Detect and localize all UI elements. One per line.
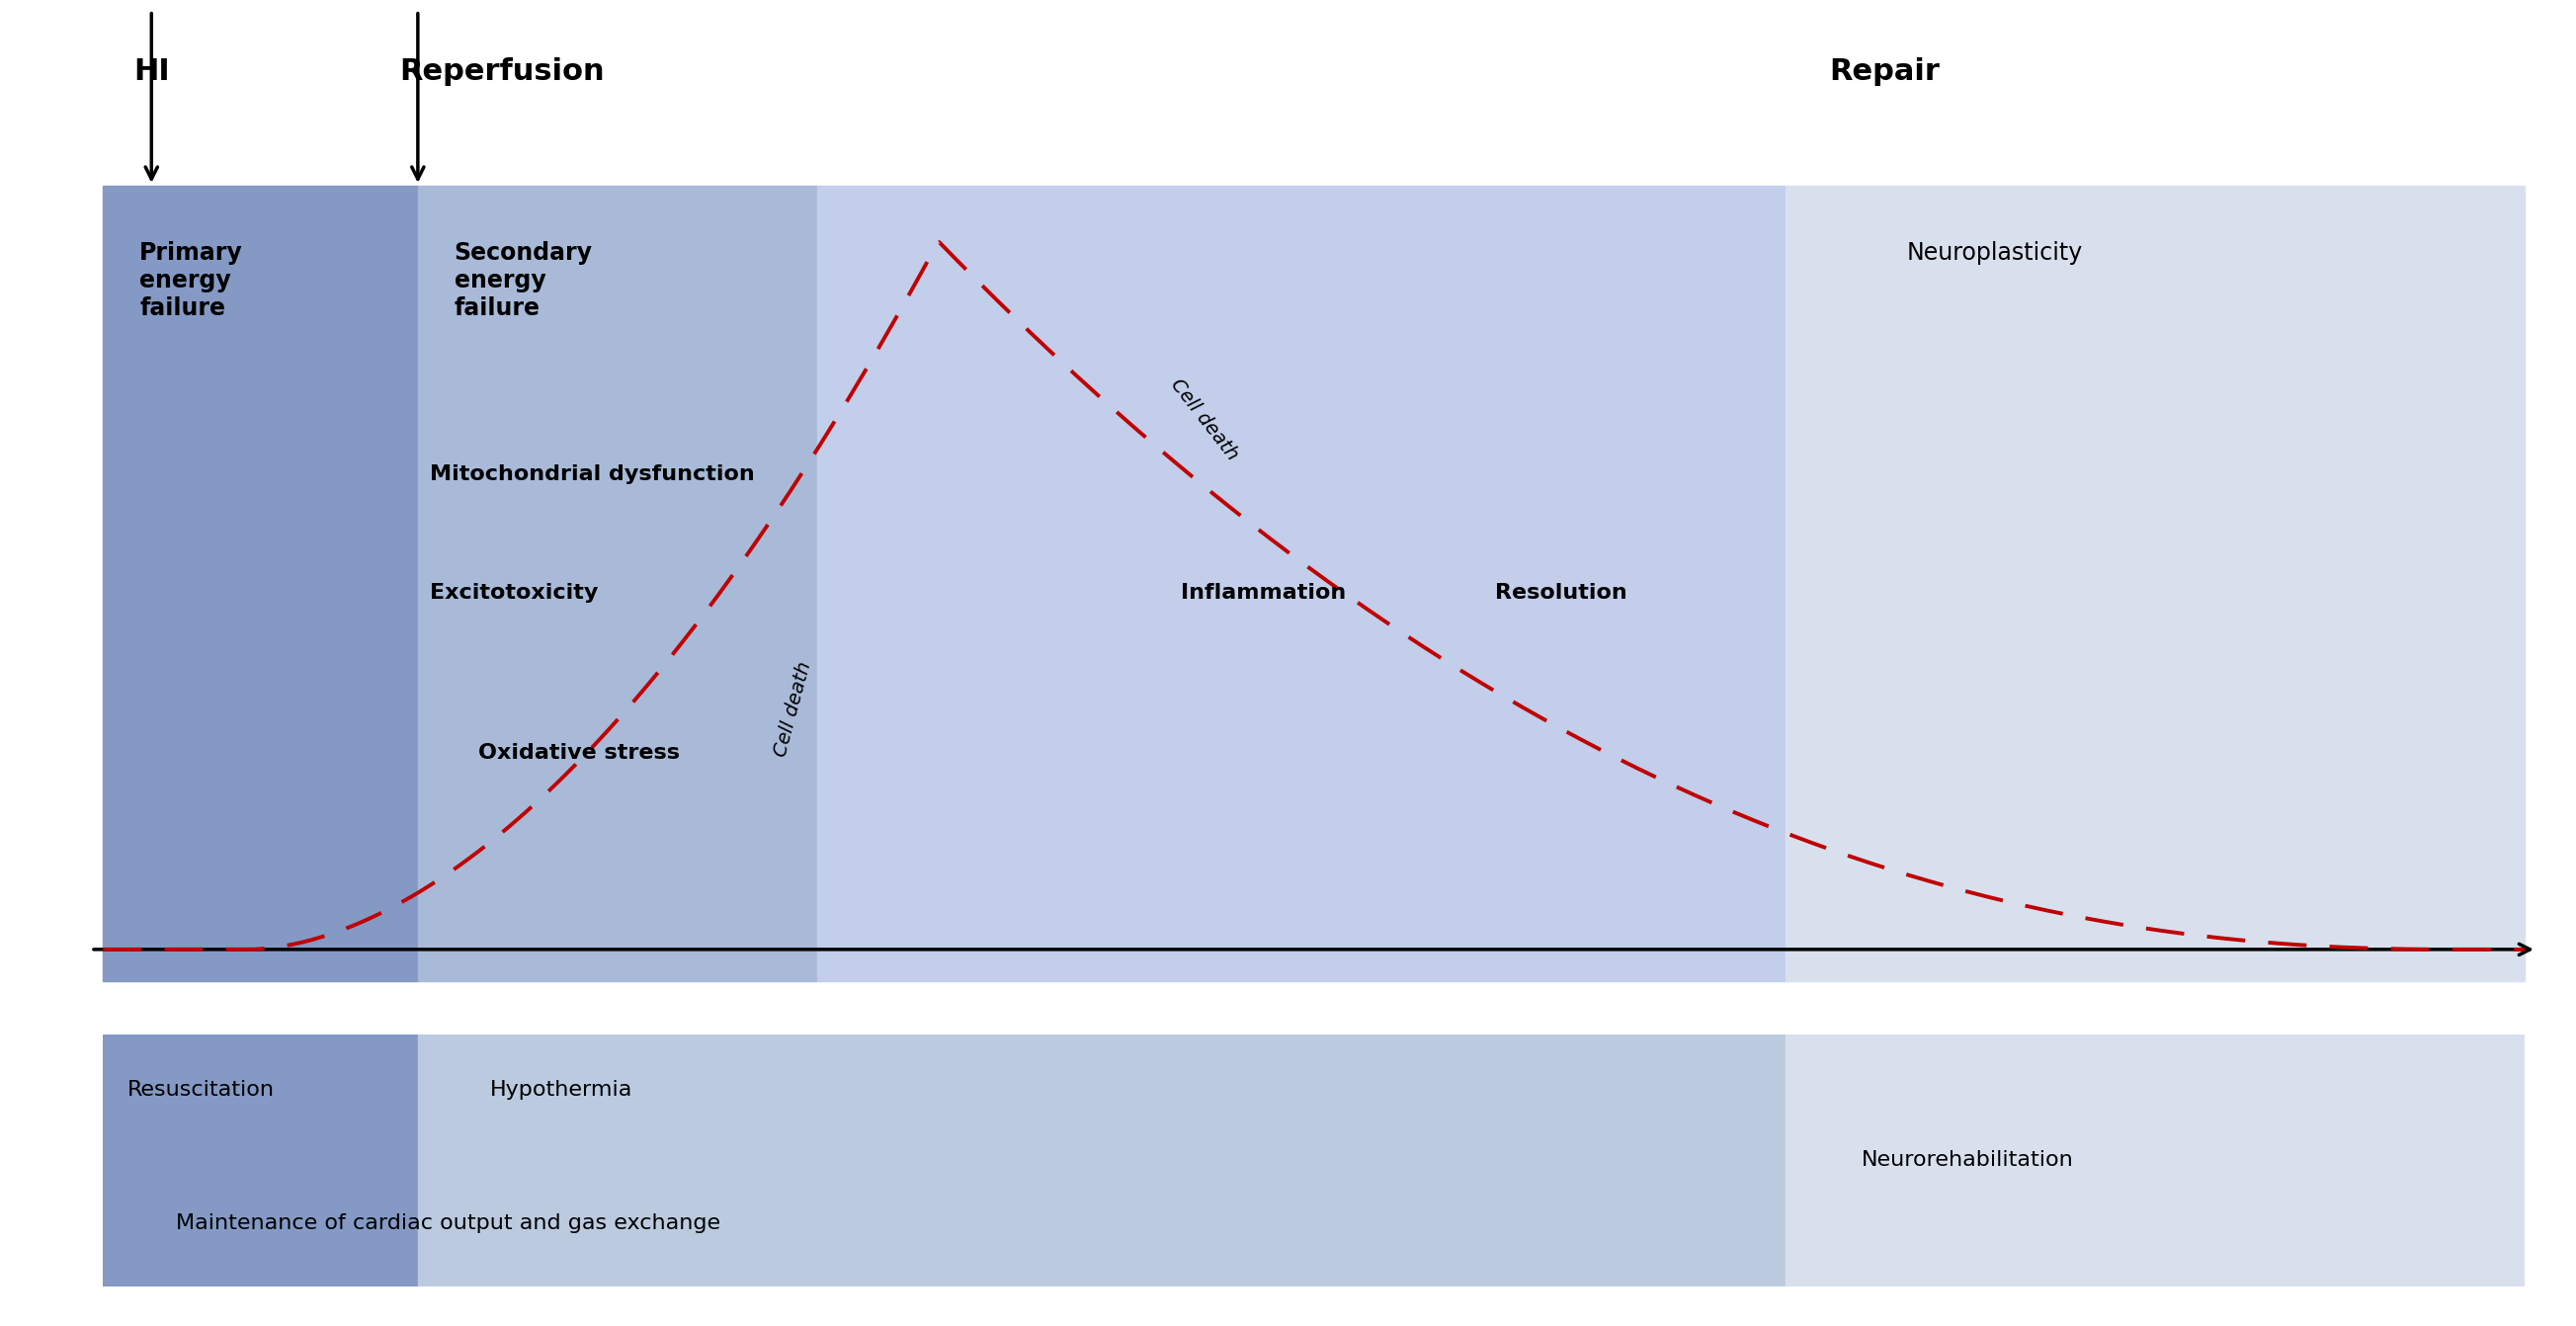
- Bar: [817, 186, 1785, 981]
- Text: Repair: Repair: [1829, 57, 1940, 86]
- Text: HI: HI: [134, 57, 170, 86]
- Text: Hypothermia: Hypothermia: [489, 1079, 634, 1099]
- Text: Mitochondrial dysfunction: Mitochondrial dysfunction: [430, 464, 755, 484]
- Text: Secondary
energy
failure: Secondary energy failure: [453, 241, 592, 320]
- Text: Oxidative stress: Oxidative stress: [479, 743, 680, 762]
- Text: Neuroplasticity: Neuroplasticity: [1906, 241, 2084, 265]
- Text: Minutes: Minutes: [374, 1061, 461, 1081]
- Text: Hours: Hours: [786, 1061, 850, 1081]
- Text: Cell death: Cell death: [770, 659, 814, 758]
- Text: Maintenance of cardiac output and gas exchange: Maintenance of cardiac output and gas ex…: [175, 1213, 721, 1233]
- Bar: [417, 186, 817, 981]
- Text: Weeks: Weeks: [1749, 1061, 1821, 1081]
- Bar: [417, 1034, 1785, 1286]
- Text: Reperfusion: Reperfusion: [399, 57, 605, 86]
- Text: Excitotoxicity: Excitotoxicity: [430, 583, 598, 603]
- Text: Inflammation: Inflammation: [1180, 583, 1345, 603]
- Text: Resuscitation: Resuscitation: [126, 1079, 276, 1099]
- Text: Resolution: Resolution: [1494, 583, 1628, 603]
- Text: Neurorehabilitation: Neurorehabilitation: [1862, 1151, 2074, 1170]
- Bar: [1785, 186, 2524, 981]
- Text: Days: Days: [1285, 1061, 1342, 1081]
- Bar: [103, 186, 417, 981]
- Text: Months/Years: Months/Years: [2210, 1061, 2354, 1081]
- Bar: [103, 1034, 417, 1286]
- Text: Cell death: Cell death: [1167, 375, 1242, 464]
- Bar: [1785, 1034, 2524, 1286]
- Text: Primary
energy
failure: Primary energy failure: [139, 241, 242, 320]
